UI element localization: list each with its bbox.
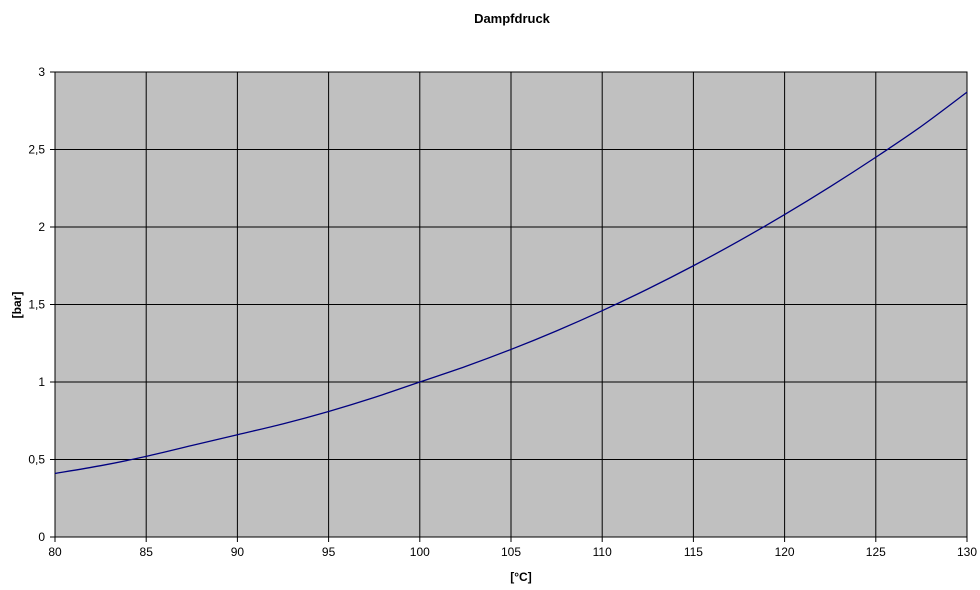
x-tick-label: 125 <box>866 545 886 559</box>
y-tick-label: 0,5 <box>28 453 45 467</box>
x-tick-label: 80 <box>48 545 62 559</box>
x-tick-label: 85 <box>140 545 154 559</box>
y-tick-label: 2,5 <box>28 143 45 157</box>
y-axis-ticks: 0 0,5 1 1,5 2 2,5 3 <box>28 65 55 544</box>
x-tick-label: 95 <box>322 545 336 559</box>
y-tick-label: 1 <box>38 375 45 389</box>
chart-title: Dampfdruck <box>474 11 551 26</box>
x-axis-label: [°C] <box>510 570 531 584</box>
y-axis-label: [bar] <box>10 292 24 319</box>
series-line <box>54 91 968 475</box>
series-group <box>54 91 968 475</box>
x-tick-label: 115 <box>684 545 703 559</box>
x-tick-label: 90 <box>231 545 245 559</box>
y-tick-label: 0 <box>38 530 45 544</box>
x-tick-label: 100 <box>410 545 430 559</box>
y-tick-label: 2 <box>38 220 45 234</box>
x-tick-label: 105 <box>501 545 521 559</box>
y-tick-label: 3 <box>38 65 45 79</box>
x-tick-label: 110 <box>593 545 612 559</box>
x-tick-label: 130 <box>957 545 977 559</box>
x-axis-ticks: 80 85 90 95 100 105 110 115 120 125 130 <box>48 537 977 559</box>
y-tick-label: 1,5 <box>28 298 45 312</box>
x-tick-label: 120 <box>775 545 795 559</box>
